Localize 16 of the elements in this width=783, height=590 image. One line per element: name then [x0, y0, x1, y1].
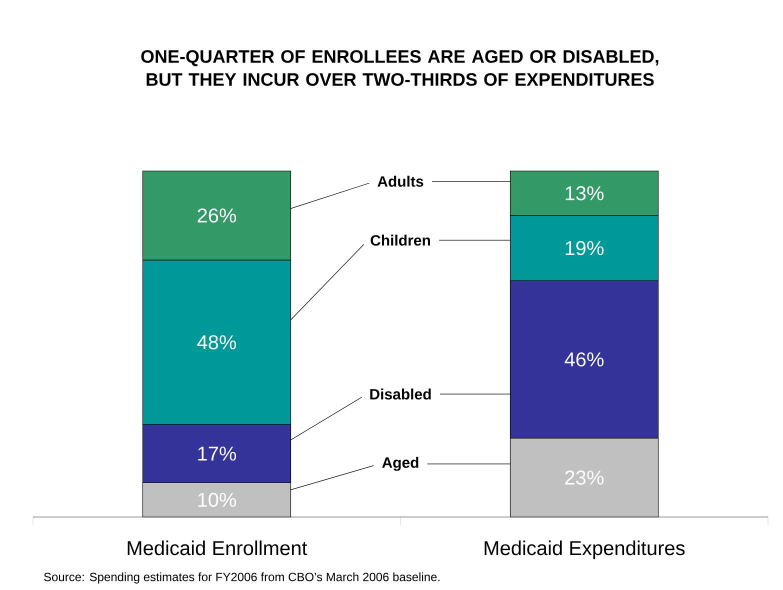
- data-label: 19%: [566, 240, 604, 256]
- data-label: 48%: [197, 335, 236, 350]
- text: Aged: [382, 456, 418, 471]
- chart-title: ONE-QUARTER OF ENROLLEES ARE AGED OR DISABLED, BUT THEY INCUR OVER TWO-THIRDS OF EXPENDITURES: [141, 50, 658, 86]
- data-label: 46%: [564, 352, 604, 366]
- x-tick-label: Medicaid Enrollment: [128, 540, 308, 556]
- data-label: 26%: [198, 208, 236, 223]
- text: Adults: [378, 176, 424, 187]
- data-label: 13%: [566, 186, 604, 200]
- data-label: 10%: [198, 492, 236, 507]
- data-label: 23%: [565, 470, 604, 485]
- data-label: 17%: [198, 446, 236, 461]
- x-tick-label: Medicaid Expenditures: [484, 540, 685, 560]
- legend-label: Disabled: [370, 388, 431, 400]
- source-note: Source: Spending estimates for FY2006 from CBO’s March 2006 baseline.: [44, 572, 440, 584]
- legend-label: Children: [370, 234, 430, 246]
